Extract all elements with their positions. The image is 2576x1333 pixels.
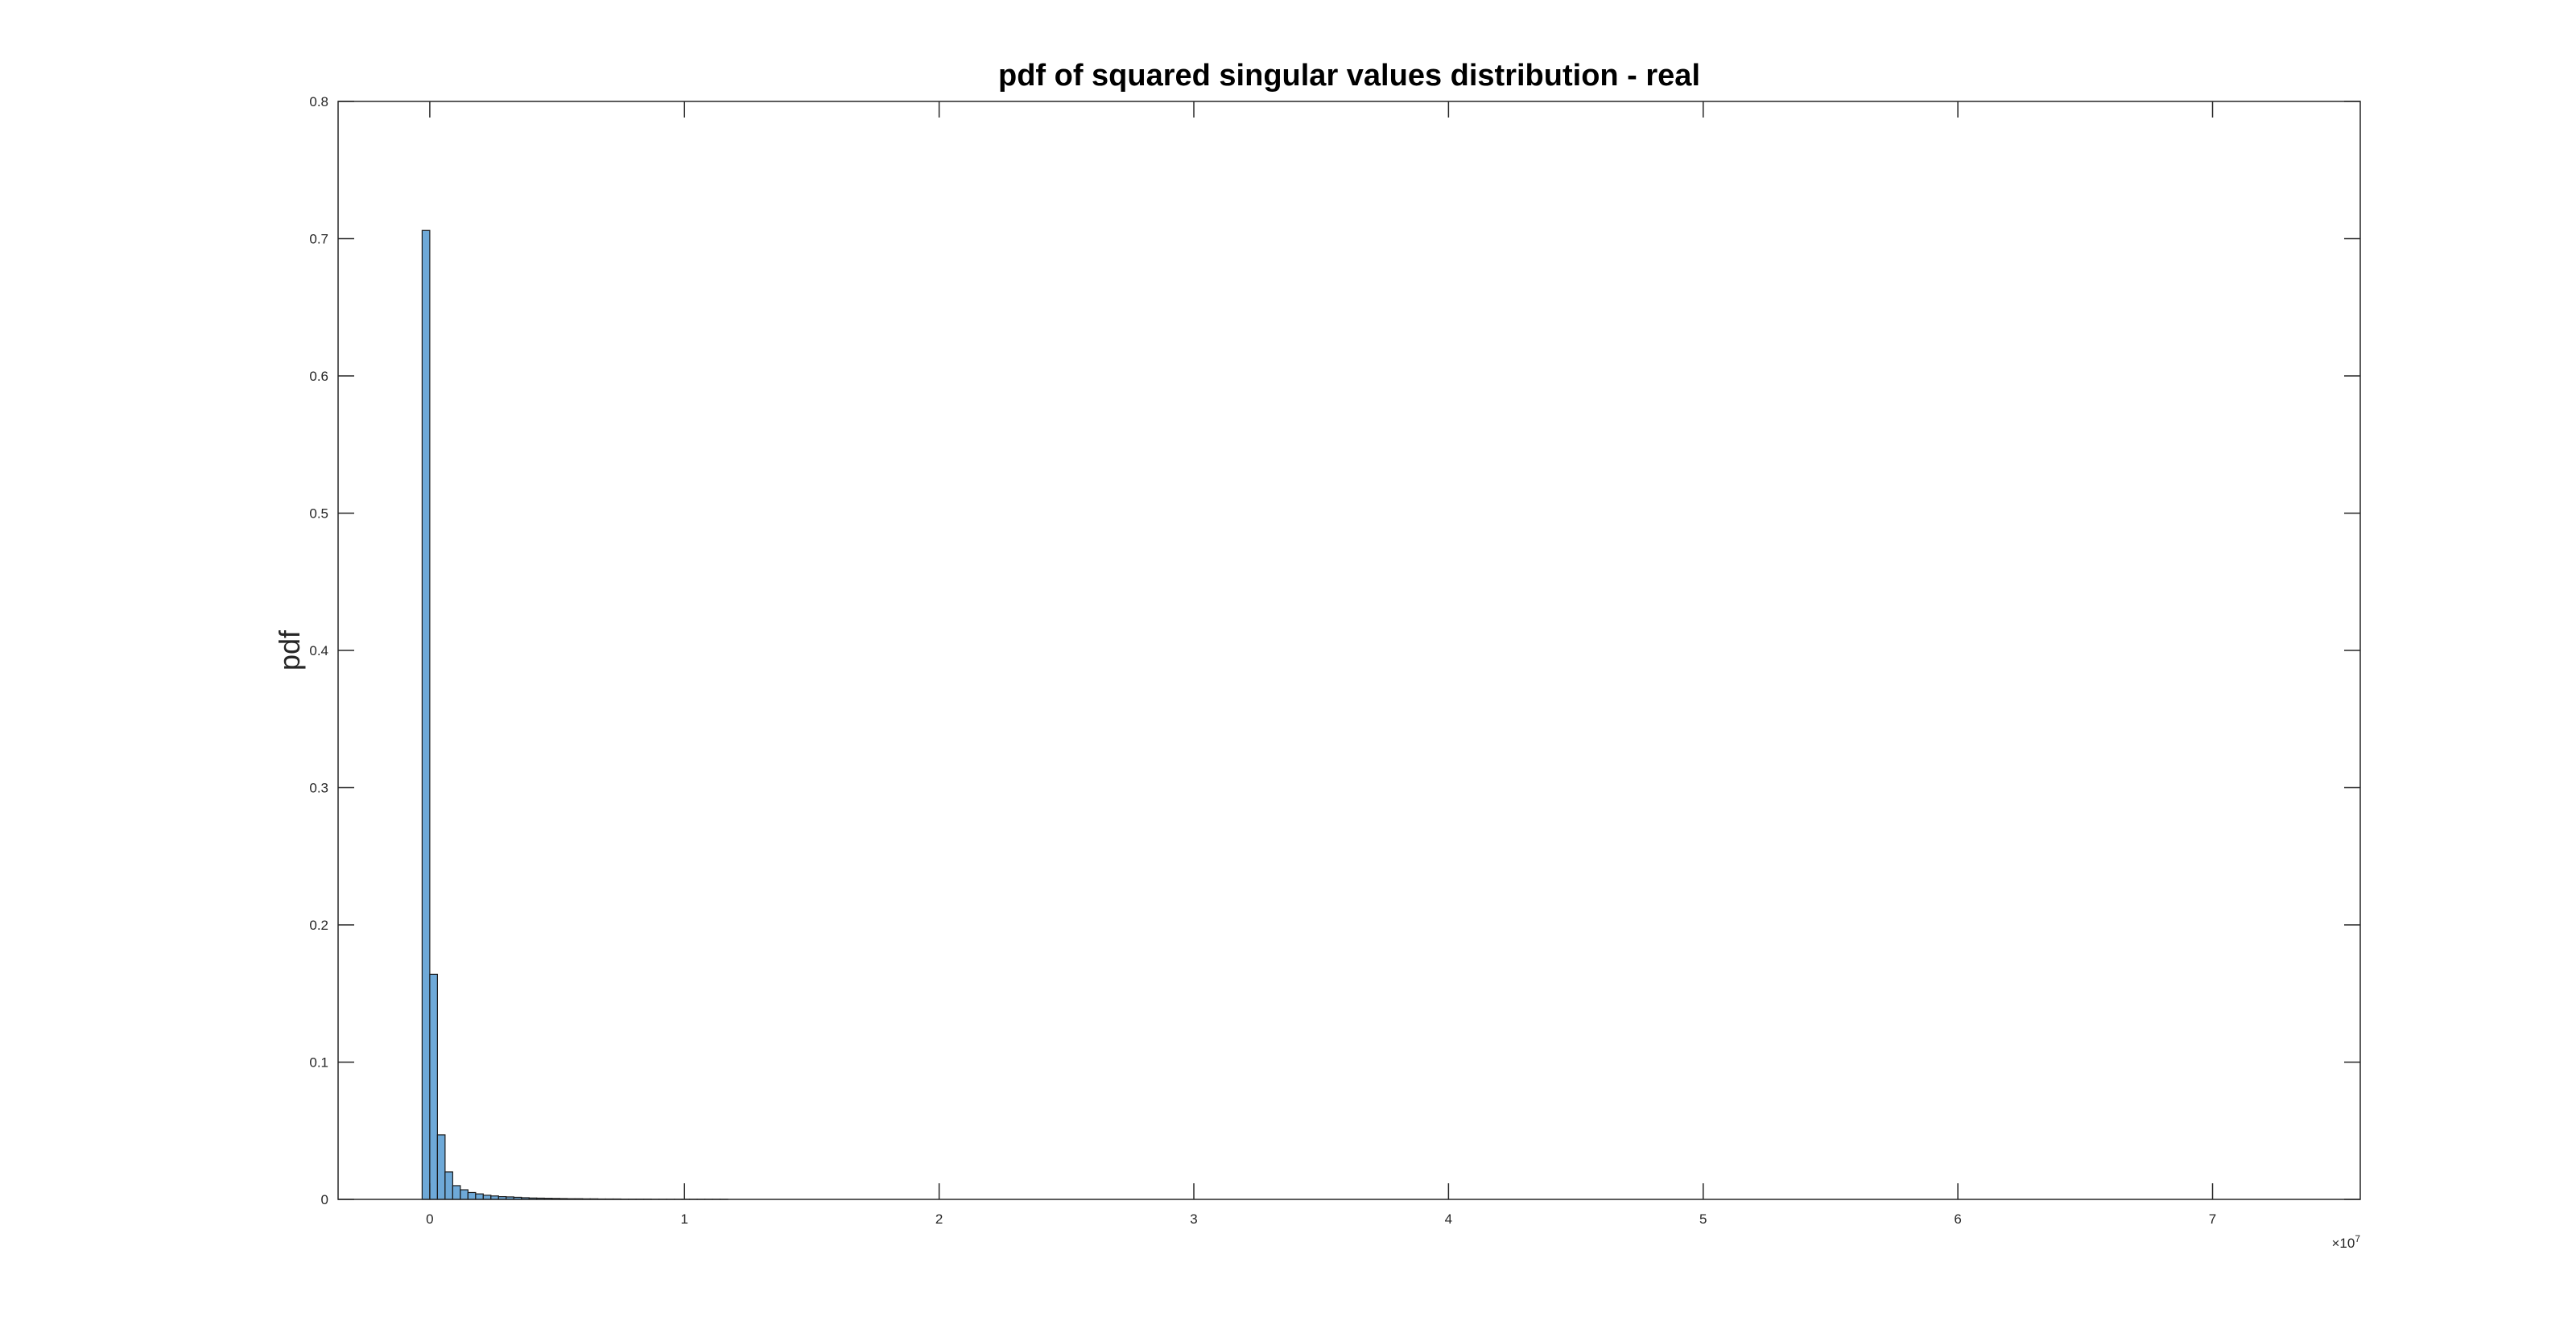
y-tick-label: 0.2 <box>309 918 328 933</box>
x-tick-label: 1 <box>681 1211 688 1227</box>
y-tick-label: 0.1 <box>309 1055 328 1071</box>
y-axis-ticks: 0 0.1 0.2 0.3 0.4 0.5 0.6 0.7 0.8 <box>309 94 2360 1207</box>
y-axis-label: pdf <box>273 629 306 671</box>
histogram-bar <box>467 1191 477 1200</box>
x-tick-label: 6 <box>1954 1211 1961 1227</box>
histogram-bar <box>475 1193 484 1200</box>
x-axis-exponent-power: 7 <box>2355 1233 2360 1244</box>
histogram-bar <box>444 1171 453 1200</box>
histogram-bar <box>436 1134 446 1200</box>
histogram-bar <box>482 1195 492 1200</box>
y-tick-label: 0 <box>321 1192 328 1207</box>
x-tick-label: 7 <box>2209 1211 2216 1227</box>
y-tick-label: 0.3 <box>309 781 328 796</box>
histogram-bar <box>429 973 438 1200</box>
histogram-bar <box>421 229 431 1200</box>
x-tick-label: 4 <box>1445 1211 1452 1227</box>
chart-title: pdf of squared singular values distribut… <box>998 59 1700 93</box>
y-tick-label: 0.5 <box>309 506 328 522</box>
x-tick-label: 2 <box>935 1211 943 1227</box>
x-tick-label: 0 <box>426 1211 433 1227</box>
y-tick-label: 0.6 <box>309 369 328 384</box>
x-tick-label: 3 <box>1190 1211 1197 1227</box>
y-tick-label: 0.4 <box>309 643 328 658</box>
y-tick-label: 0.8 <box>309 94 328 109</box>
x-axis-ticks: 0 1 2 3 4 5 6 7 <box>426 101 2216 1227</box>
x-tick-label: 5 <box>1699 1211 1707 1227</box>
histogram-bar <box>460 1189 469 1200</box>
histogram-bars <box>421 229 729 1200</box>
x-axis-exponent-base: ×10 <box>2331 1236 2355 1251</box>
x-axis-exponent: ×107 <box>2331 1233 2360 1251</box>
y-tick-label: 0.7 <box>309 232 328 247</box>
histogram-bar <box>452 1185 461 1200</box>
